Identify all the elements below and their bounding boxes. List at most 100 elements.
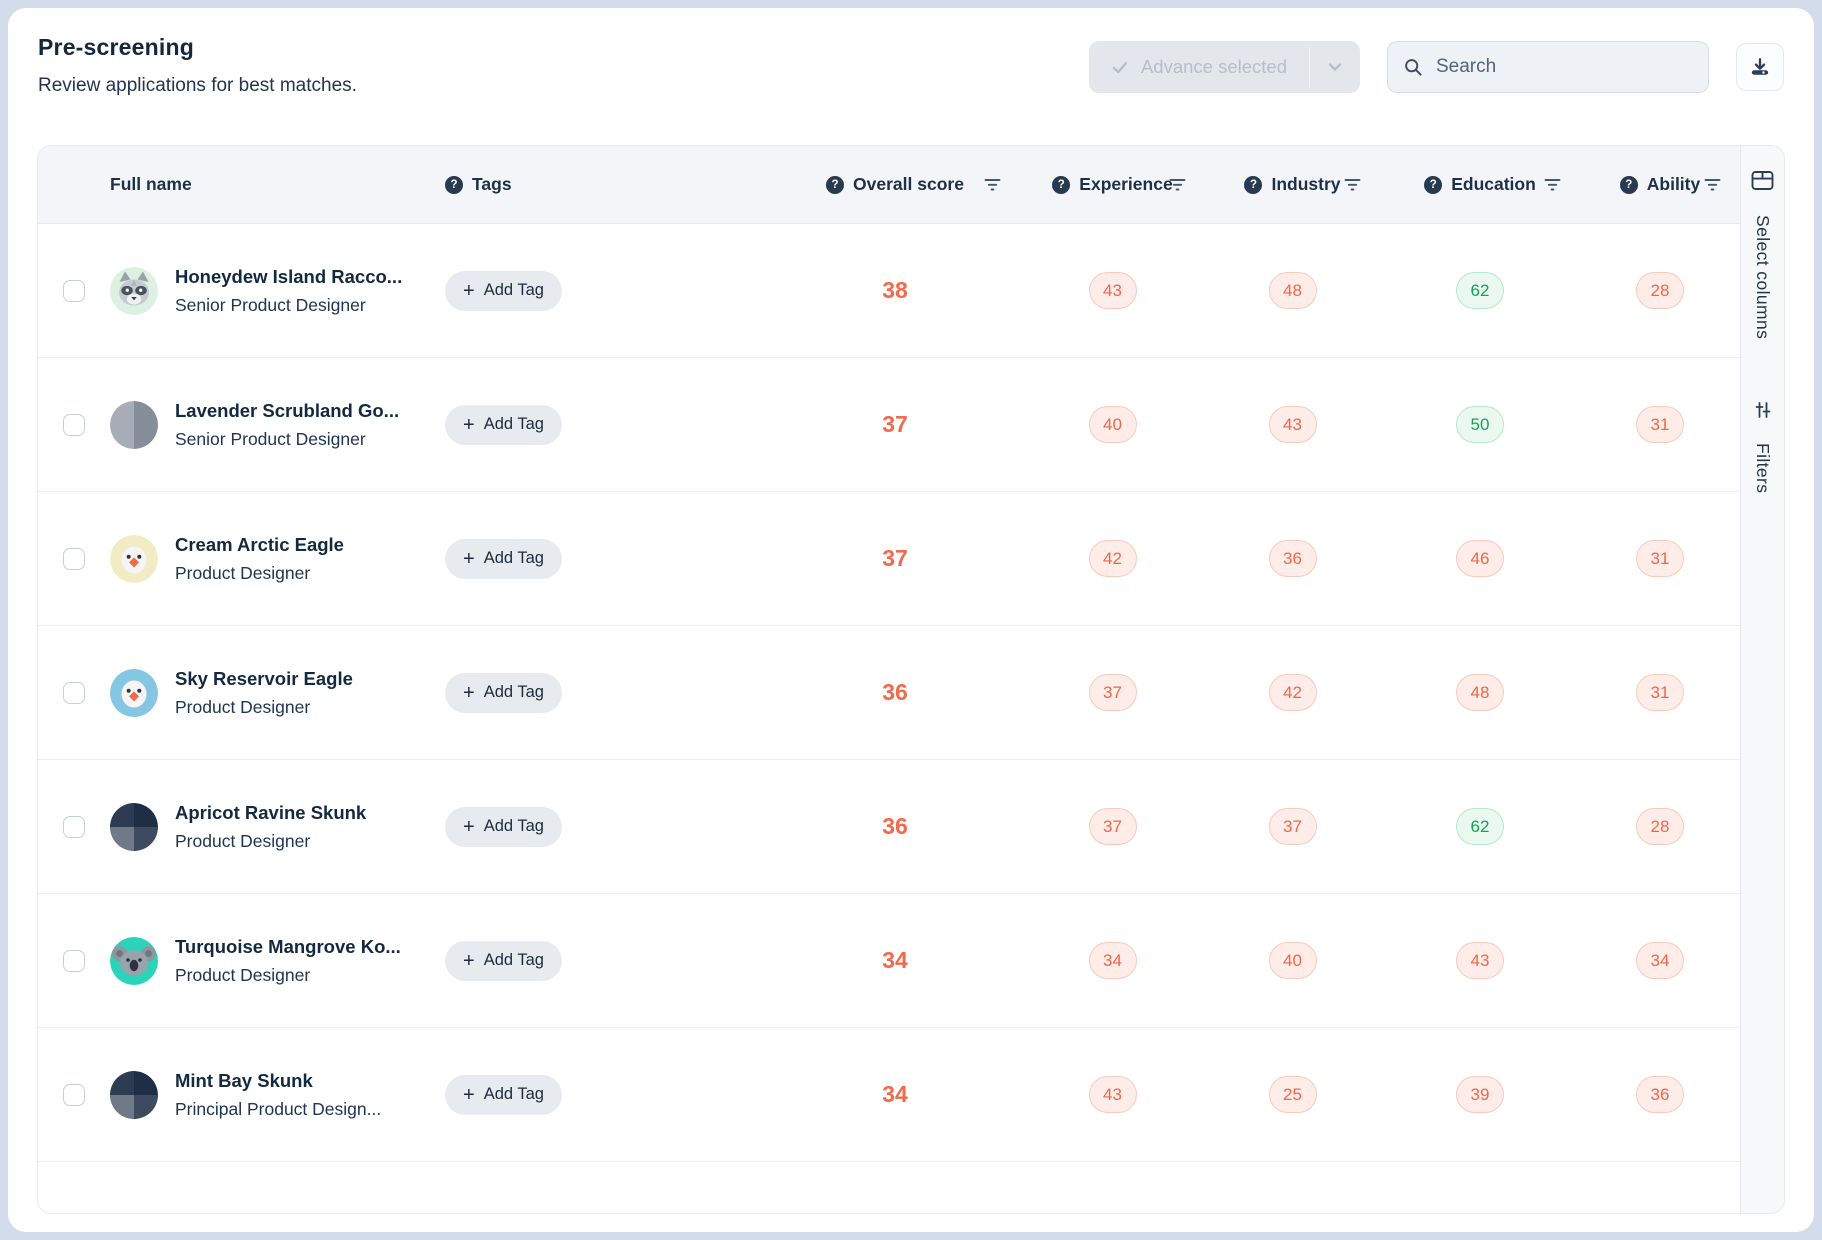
table-row: Sky Reservoir Eagle Product Designer + A…	[38, 626, 1740, 760]
checkbox-cell	[38, 949, 110, 972]
avatar	[110, 802, 158, 851]
add-tag-button[interactable]: + Add Tag	[445, 404, 562, 445]
table-main: Full name ? Tags ? Overall score	[38, 146, 1740, 1213]
overall-score-cell: 38	[770, 277, 1020, 304]
advance-selected-button[interactable]: Advance selected	[1088, 41, 1360, 93]
education-score: 62	[1456, 808, 1504, 845]
experience-cell: 37	[1020, 808, 1205, 845]
experience-score: 42	[1088, 540, 1137, 577]
select-columns-label: Select columns	[1753, 215, 1773, 340]
filters-button[interactable]: Filters	[1752, 401, 1773, 494]
add-tag-label: Add Tag	[483, 1085, 544, 1103]
overall-score-cell: 37	[770, 411, 1020, 438]
experience-score: 34	[1088, 942, 1137, 979]
header-experience: ? Experience	[1020, 174, 1205, 195]
ability-score: 28	[1636, 272, 1684, 309]
education-cell: 43	[1380, 942, 1580, 979]
column-label: Tags	[472, 174, 512, 194]
filter-icon[interactable]	[1539, 173, 1566, 196]
header-overall-score: ? Overall score	[770, 174, 1020, 195]
add-tag-button[interactable]: + Add Tag	[445, 538, 562, 579]
row-checkbox[interactable]	[63, 547, 85, 570]
row-checkbox[interactable]	[63, 1083, 85, 1106]
industry-score: 37	[1268, 808, 1317, 845]
filter-icon[interactable]	[1164, 173, 1191, 196]
ability-score: 36	[1636, 1076, 1684, 1113]
experience-cell: 37	[1020, 674, 1205, 711]
industry-score: 40	[1268, 942, 1317, 979]
add-tag-button[interactable]: + Add Tag	[445, 1074, 562, 1115]
candidate-cell: Mint Bay Skunk Principal Product Design.…	[110, 1070, 430, 1120]
select-columns-button[interactable]: Select columns	[1751, 170, 1774, 339]
row-checkbox[interactable]	[63, 279, 85, 302]
download-button[interactable]	[1736, 43, 1784, 91]
checkbox-cell	[38, 547, 110, 570]
experience-cell: 43	[1020, 1076, 1205, 1113]
search-box	[1387, 41, 1709, 93]
add-tag-button[interactable]: + Add Tag	[445, 672, 562, 713]
filter-icon[interactable]	[1699, 173, 1726, 196]
overall-score-cell: 34	[770, 947, 1020, 974]
filter-icon[interactable]	[1339, 173, 1366, 196]
ability-cell: 36	[1580, 1076, 1740, 1113]
ability-cell: 31	[1580, 406, 1740, 443]
help-icon[interactable]: ?	[445, 175, 463, 194]
add-tag-button[interactable]: + Add Tag	[445, 270, 562, 311]
plus-icon: +	[463, 1083, 475, 1106]
tags-cell: + Add Tag	[430, 270, 770, 311]
candidate-role: Product Designer	[175, 696, 311, 717]
overall-score: 36	[882, 679, 908, 705]
tags-cell: + Add Tag	[430, 672, 770, 713]
add-tag-button[interactable]: + Add Tag	[445, 940, 562, 981]
row-checkbox[interactable]	[63, 413, 85, 436]
ability-score: 31	[1636, 406, 1684, 443]
help-icon[interactable]: ?	[1424, 175, 1443, 194]
industry-score: 42	[1268, 674, 1317, 711]
experience-cell: 34	[1020, 942, 1205, 979]
ability-cell: 34	[1580, 942, 1740, 979]
header-industry: ? Industry	[1205, 174, 1380, 195]
help-icon[interactable]: ?	[1052, 175, 1071, 194]
column-label: Industry	[1271, 174, 1341, 194]
industry-cell: 43	[1205, 406, 1380, 443]
candidate-name[interactable]: Lavender Scrubland Go...	[175, 399, 400, 421]
candidate-name[interactable]: Mint Bay Skunk	[175, 1069, 313, 1091]
row-checkbox[interactable]	[63, 815, 85, 838]
ability-cell: 28	[1580, 272, 1740, 309]
candidate-name[interactable]: Sky Reservoir Eagle	[175, 667, 353, 689]
candidate-name[interactable]: Turquoise Mangrove Ko...	[175, 935, 401, 957]
search-input[interactable]	[1388, 42, 1708, 92]
row-checkbox[interactable]	[63, 949, 85, 972]
candidate-name[interactable]: Honeydew Island Racco...	[175, 265, 403, 287]
candidate-name[interactable]: Apricot Ravine Skunk	[175, 801, 367, 823]
header-full-name: Full name	[110, 174, 430, 195]
plus-icon: +	[463, 547, 475, 570]
row-checkbox[interactable]	[63, 681, 85, 704]
add-tag-label: Add Tag	[483, 817, 544, 835]
download-icon	[1751, 58, 1769, 75]
help-icon[interactable]: ?	[1619, 175, 1638, 194]
candidate-role: Product Designer	[175, 964, 311, 985]
avatar	[110, 534, 158, 583]
add-tag-label: Add Tag	[483, 549, 544, 567]
add-tag-button[interactable]: + Add Tag	[445, 806, 562, 847]
help-icon[interactable]: ?	[1244, 175, 1263, 194]
side-rail: Select columns Filters	[1740, 146, 1784, 1213]
industry-score: 36	[1268, 540, 1317, 577]
education-score: 48	[1456, 674, 1504, 711]
ability-score: 28	[1636, 808, 1684, 845]
add-tag-label: Add Tag	[483, 951, 544, 969]
candidate-role: Product Designer	[175, 830, 311, 851]
header-ability: ? Ability	[1580, 174, 1740, 195]
education-cell: 62	[1380, 808, 1580, 845]
candidate-role: Senior Product Designer	[175, 294, 366, 315]
tags-cell: + Add Tag	[430, 538, 770, 579]
filter-icon[interactable]	[979, 173, 1006, 196]
help-icon[interactable]: ?	[826, 175, 845, 194]
candidate-name[interactable]: Cream Arctic Eagle	[175, 533, 344, 555]
advance-options-button[interactable]	[1310, 41, 1360, 93]
table-row: Mint Bay Skunk Principal Product Design.…	[38, 1028, 1740, 1162]
candidate-role: Product Designer	[175, 562, 311, 583]
filters-icon	[1755, 402, 1770, 419]
experience-cell: 42	[1020, 540, 1205, 577]
